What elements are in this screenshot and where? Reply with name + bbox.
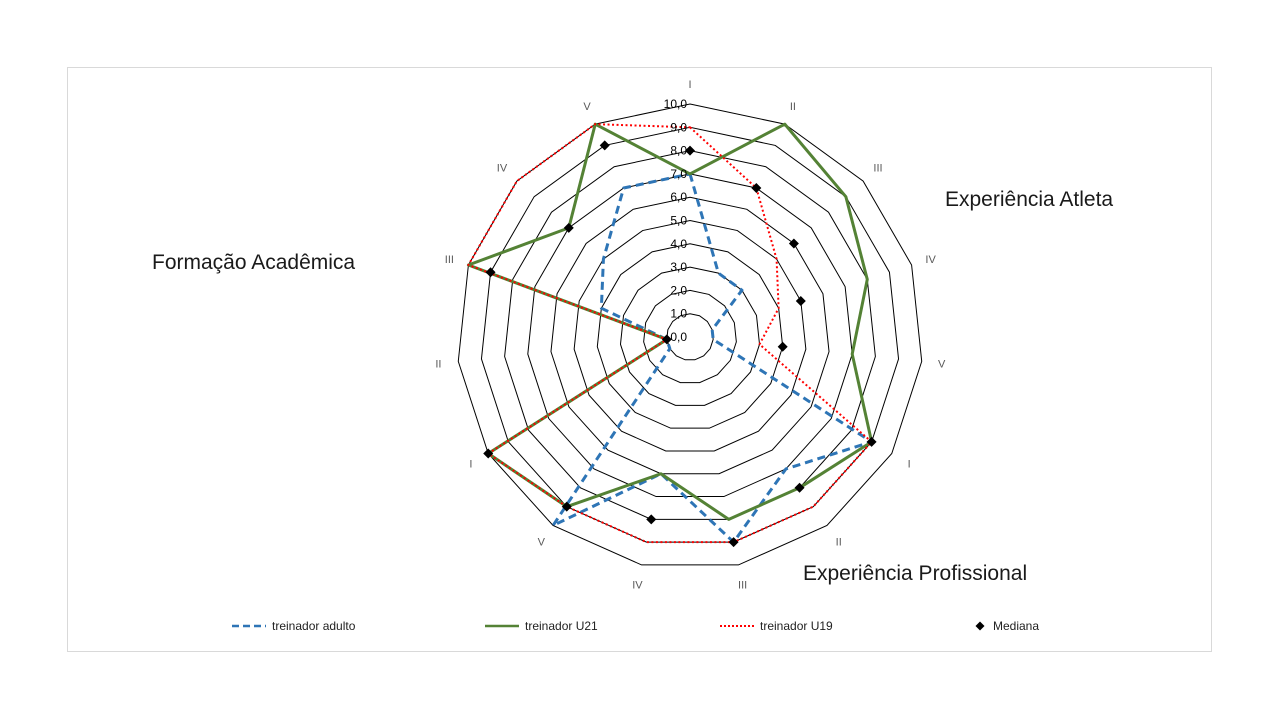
mediana-marker — [685, 145, 695, 156]
axis-category-label: III — [445, 254, 454, 266]
axis-category-label: II — [836, 537, 842, 549]
radial-tick-label: 1,0 — [670, 307, 687, 321]
grid-ring — [643, 289, 737, 384]
radial-tick-label: 4,0 — [670, 237, 687, 251]
axis-category-label: V — [583, 101, 591, 113]
radial-tick-label: 5,0 — [670, 214, 687, 228]
chart-frame — [67, 67, 1212, 652]
mediana-marker — [795, 295, 806, 306]
mediana-marker — [563, 222, 574, 233]
axis-category-label: V — [938, 358, 946, 370]
axis-category-label: IV — [925, 254, 936, 266]
grid-ring — [666, 313, 714, 361]
axis-category-label: IV — [497, 163, 508, 175]
group-label-formacao-academica: Formação Acadêmica — [152, 251, 356, 274]
grid-ring — [527, 173, 853, 498]
radial-tick-label: 10,0 — [664, 97, 688, 111]
radar-grid — [457, 103, 923, 566]
mediana-marker — [777, 341, 788, 352]
radial-tick-label: 7,0 — [670, 167, 687, 181]
mediana-marker — [866, 436, 877, 447]
radial-tick-label: 0,0 — [670, 330, 687, 344]
axis-category-label: I — [908, 459, 911, 471]
radar-series — [466, 122, 877, 548]
series-line-treinador-u21 — [466, 122, 874, 521]
axis-category-label: I — [688, 79, 691, 91]
mediana-marker — [661, 334, 672, 345]
series-line-treinador-adulto — [551, 172, 874, 544]
mediana-marker — [794, 482, 805, 493]
grid-ring — [504, 150, 876, 520]
axis-category-label: II — [435, 358, 441, 370]
axis-category-label: II — [790, 101, 796, 113]
radial-tick-label: 6,0 — [670, 190, 687, 204]
axis-category-label: IV — [632, 579, 643, 591]
grid-ring — [619, 266, 761, 406]
mediana-marker — [751, 183, 762, 194]
group-label-experiencia-profissional: Experiência Profissional — [803, 562, 1028, 585]
grid-ring — [480, 126, 900, 543]
mediana-marker — [728, 537, 739, 548]
axis-category-label: V — [538, 537, 546, 549]
radial-tick-label: 9,0 — [670, 120, 687, 134]
axis-category-label: I — [469, 459, 472, 471]
mediana-marker — [485, 267, 496, 278]
mediana-marker — [646, 514, 657, 525]
axis-category-label: III — [738, 579, 747, 591]
radial-tick-label: 8,0 — [670, 144, 687, 158]
radial-tick-label: 2,0 — [670, 283, 687, 297]
mediana-marker — [561, 501, 572, 512]
mediana-marker — [599, 140, 610, 151]
group-label-experiencia-atleta: Experiência Atleta — [945, 188, 1114, 211]
radial-tick-label: 3,0 — [670, 260, 687, 274]
grid-ring — [550, 196, 830, 475]
grid-ring — [573, 219, 807, 452]
grid-ring — [457, 103, 923, 566]
grid-ring — [596, 243, 784, 429]
mediana-marker — [483, 448, 494, 459]
radial-ticks: 0,0 1,0 2,0 3,0 4,0 5,0 6,0 7,0 8,0 9,0 10,0 — [664, 97, 688, 344]
axis-category-label: III — [873, 163, 882, 175]
mediana-marker — [788, 238, 799, 249]
